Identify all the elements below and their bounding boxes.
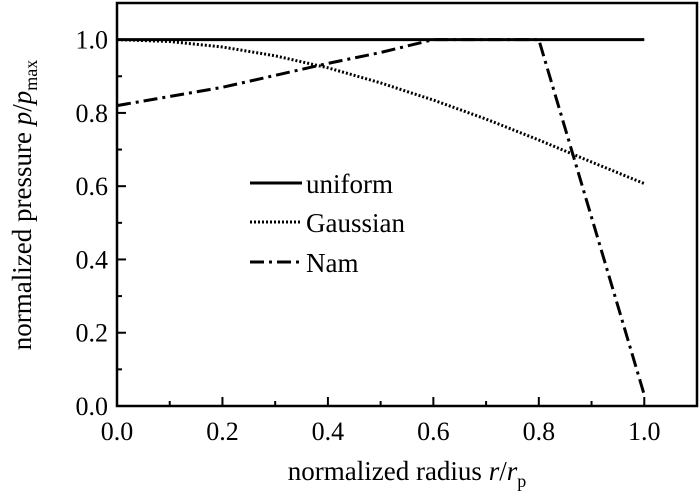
y-tick-label-2: 0.4	[76, 245, 109, 274]
legend: uniform Gaussian Nam	[250, 169, 405, 278]
y-axis-ticks: 0.0 0.2 0.4 0.6 0.8 1.0	[76, 26, 126, 421]
plot-frame	[115, 1, 699, 408]
y-axis-label: normalized pressure p/pmax	[7, 60, 41, 350]
x-tick-label-5: 1.0	[628, 417, 661, 446]
x-tick-label-3: 0.6	[417, 417, 450, 446]
y-tick-label-4: 0.8	[76, 99, 109, 128]
legend-label-uniform: uniform	[306, 169, 393, 199]
y-tick-label-5: 1.0	[76, 26, 109, 55]
legend-label-nam: Nam	[306, 248, 358, 278]
series-line-gaussian	[116, 38, 645, 185]
x-tick-label-4: 0.8	[523, 417, 556, 446]
series-layer	[116, 38, 646, 396]
x-axis-label: normalized radius r/rp	[288, 456, 526, 491]
x-tick-label-0: 0.0	[101, 417, 134, 446]
x-tick-label-2: 0.4	[312, 417, 345, 446]
y-tick-label-0: 0.0	[76, 392, 109, 421]
x-tick-label-1: 0.2	[206, 417, 239, 446]
y-tick-label-3: 0.6	[76, 172, 109, 201]
y-tick-label-1: 0.2	[76, 319, 109, 348]
legend-label-gaussian: Gaussian	[306, 208, 405, 238]
x-axis-ticks: 0.0 0.2 0.4 0.6 0.8 1.0	[101, 397, 661, 446]
